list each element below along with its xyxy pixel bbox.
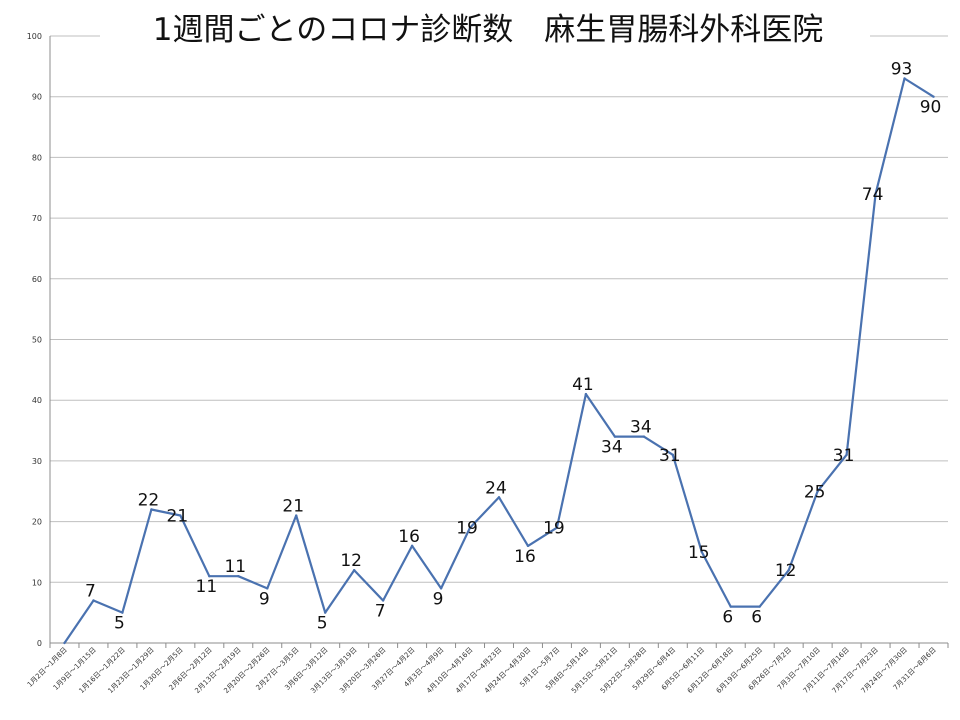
data-point	[845, 453, 848, 457]
y-tick-label: 50	[32, 336, 42, 345]
y-tick-label: 60	[32, 275, 42, 284]
data-label: 6	[751, 608, 762, 628]
y-tick-label: 70	[32, 214, 42, 223]
data-point	[613, 435, 617, 438]
data-label: 25	[804, 482, 826, 502]
data-point	[121, 611, 124, 614]
data-point	[63, 641, 66, 645]
data-label: 90	[920, 98, 942, 118]
data-point	[729, 605, 732, 608]
data-label: 21	[282, 497, 304, 517]
data-label: 7	[375, 602, 386, 622]
axes	[49, 36, 949, 648]
data-point	[874, 192, 877, 196]
data-point	[266, 587, 269, 590]
data-point	[584, 392, 588, 396]
y-tick-label: 20	[32, 518, 42, 527]
chart-title: 1週間ごとのコロナ診断数 麻生胃腸科外科医院	[153, 12, 823, 48]
data-point	[555, 526, 559, 529]
title-backdrop	[100, 4, 870, 50]
data-label: 34	[630, 418, 652, 438]
data-label: 16	[398, 527, 420, 547]
data-point	[439, 587, 443, 590]
y-tick-label: 80	[32, 153, 42, 162]
data-label: 93	[891, 59, 913, 79]
data-point	[758, 605, 761, 608]
data-label: 41	[572, 375, 594, 395]
data-point	[208, 575, 211, 578]
data-point	[352, 568, 356, 572]
data-label: 19	[543, 519, 565, 539]
y-tick-label: 100	[27, 32, 42, 41]
data-point	[150, 508, 153, 511]
data-label: 6	[722, 608, 733, 628]
data-point	[410, 544, 414, 548]
data-point	[497, 496, 501, 499]
data-label: 31	[833, 446, 855, 466]
data-label: 5	[317, 614, 328, 634]
data-label: 22	[138, 490, 160, 510]
data-point	[787, 568, 790, 572]
data-label: 74	[862, 185, 884, 205]
data-point	[237, 575, 240, 578]
y-tick-labels: 0 10 20 30 40 50 60 70 80 90 100	[27, 32, 42, 648]
data-label: 5	[114, 614, 125, 634]
data-point	[642, 435, 646, 438]
data-label: 24	[485, 478, 507, 498]
data-point	[323, 611, 327, 614]
data-label: 16	[514, 547, 536, 567]
data-label: 19	[456, 519, 478, 539]
data-point	[903, 77, 906, 80]
y-tick-label: 10	[32, 578, 42, 587]
data-label: 34	[601, 438, 623, 458]
data-point	[816, 490, 819, 493]
data-point	[671, 453, 675, 457]
y-tick-label: 40	[32, 396, 42, 405]
title-group: 1週間ごとのコロナ診断数 麻生胃腸科外科医院	[100, 4, 870, 50]
data-point	[468, 526, 472, 529]
data-point	[932, 95, 935, 98]
data-point	[700, 550, 703, 554]
data-label: 11	[196, 577, 218, 597]
data-label: 12	[340, 551, 362, 571]
data-point	[381, 599, 385, 602]
data-label: 7	[85, 582, 96, 602]
data-point	[295, 514, 298, 517]
data-point	[92, 599, 95, 602]
series	[63, 77, 935, 645]
data-point	[526, 544, 530, 548]
data-point	[179, 514, 182, 517]
data-label: 9	[259, 589, 270, 609]
y-tick-label: 30	[32, 457, 42, 466]
y-tick-label: 90	[32, 93, 42, 102]
data-label: 15	[688, 543, 710, 563]
data-label: 21	[167, 507, 189, 527]
data-label: 11	[224, 557, 246, 577]
y-tick-label: 0	[37, 639, 42, 648]
data-label: 12	[775, 561, 797, 581]
data-label: 9	[433, 589, 444, 609]
data-label: 31	[659, 446, 681, 466]
